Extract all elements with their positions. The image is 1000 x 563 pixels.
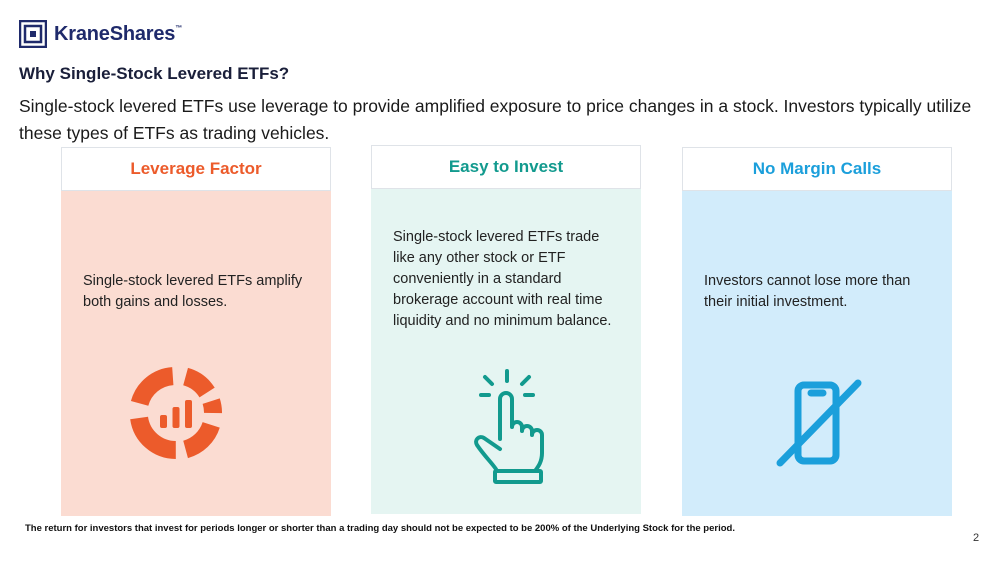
brand-logo: KraneShares™ [18,17,183,51]
disclaimer-footnote: The return for investors that invest for… [25,523,735,534]
card-title: Easy to Invest [371,145,641,189]
no-phone-icon [774,379,864,474]
card-no-margin-calls: No Margin Calls Investors cannot lose mo… [682,147,952,516]
card-easy-to-invest: Easy to Invest Single-stock levered ETFs… [371,145,641,514]
logo-wordmark: KraneShares™ [54,22,183,45]
donut-chart-icon [130,367,222,464]
tap-hand-icon [469,367,549,490]
card-body: Single-stock levered ETFs trade like any… [371,189,641,514]
card-leverage-factor: Leverage Factor Single-stock levered ETF… [61,147,331,516]
card-text: Investors cannot lose more than their in… [704,273,911,310]
card-body: Investors cannot lose more than their in… [682,191,952,516]
page-heading: Why Single-Stock Levered ETFs? [19,64,290,83]
card-text: Single-stock levered ETFs amplify both g… [83,273,303,310]
kraneshares-logo-icon [18,19,48,49]
intro-paragraph: Single-stock levered ETFs use leverage t… [19,96,972,143]
page-number: 2 [973,532,980,544]
card-title: No Margin Calls [682,147,952,191]
card-text: Single-stock levered ETFs trade like any… [393,229,612,329]
card-title: Leverage Factor [61,147,331,191]
card-body: Single-stock levered ETFs amplify both g… [61,191,331,516]
